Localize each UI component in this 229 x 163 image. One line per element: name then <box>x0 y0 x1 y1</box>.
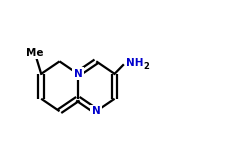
Text: 2: 2 <box>143 62 149 71</box>
Text: NH: NH <box>126 58 144 68</box>
Text: N: N <box>92 106 101 116</box>
Text: N: N <box>74 69 82 79</box>
Text: Me: Me <box>26 48 44 58</box>
